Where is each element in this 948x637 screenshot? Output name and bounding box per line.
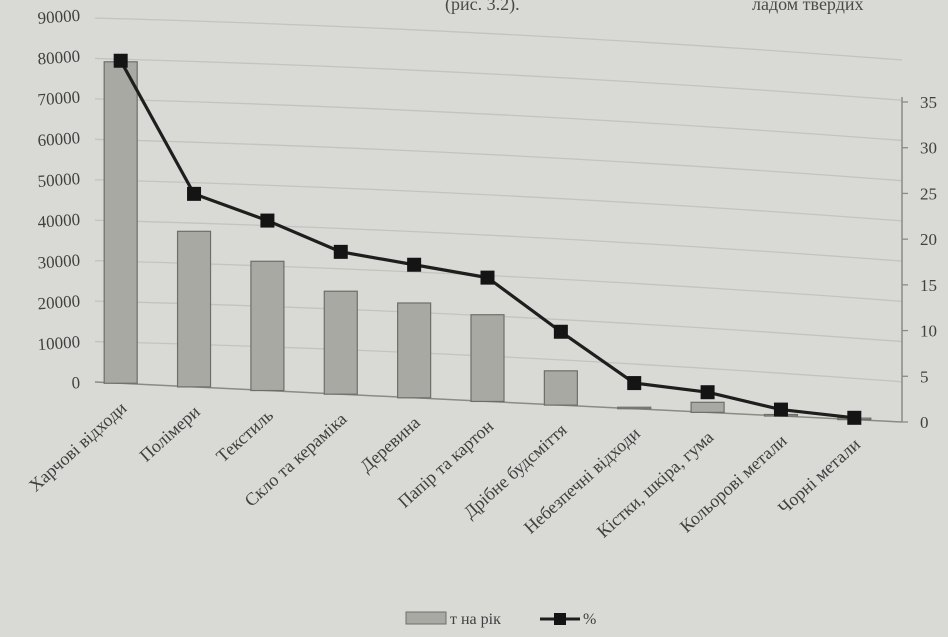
gridline-4: [94, 219, 903, 262]
x-tick-2: Текстиль: [212, 405, 277, 466]
bar-0: [103, 61, 138, 384]
percent-marker-7: [627, 376, 642, 391]
legend-line-label: %: [583, 611, 596, 628]
header-fragment-text: ладом твердих: [752, 0, 864, 14]
bar-2: [250, 260, 285, 392]
y-right-tick-1: 5: [920, 367, 929, 386]
bar-8: [690, 401, 725, 413]
y-left-tick-1: 10000: [37, 332, 81, 354]
y-left-tick-9: 90000: [37, 6, 81, 28]
gridline-9: [94, 17, 903, 61]
y-right-tick-7: 35: [920, 93, 937, 112]
gridline-3: [94, 260, 903, 302]
y-left-tick-8: 80000: [37, 47, 81, 69]
percent-marker-5: [480, 270, 495, 285]
y-right-tick-2: 10: [920, 322, 937, 341]
bar-6: [543, 370, 578, 406]
gridline-8: [94, 57, 903, 101]
gridline-5: [94, 179, 903, 222]
legend-bar-swatch: [405, 611, 447, 625]
y-left-tick-6: 60000: [37, 128, 81, 150]
y-right-tick-4: 20: [920, 230, 937, 249]
percent-marker-6: [553, 324, 568, 339]
percent-marker-0: [113, 53, 128, 68]
bar-7: [617, 406, 652, 410]
y-left-tick-2: 20000: [37, 291, 81, 313]
x-tick-4: Деревина: [356, 412, 424, 476]
bar-4: [397, 302, 432, 399]
legend-bar-label: т на рік: [450, 611, 501, 628]
figure-reference-text: (рис. 3.2).: [445, 0, 520, 14]
gridline-7: [94, 98, 903, 142]
percent-marker-1: [187, 186, 202, 201]
y-left-tick-7: 70000: [37, 87, 81, 109]
bar-1: [176, 230, 212, 388]
y-left-tick-0: 0: [71, 373, 81, 393]
line-series: [113, 53, 862, 425]
y-right-tick-0: 0: [920, 413, 929, 432]
x-tick-0: Харчові відходи: [25, 397, 131, 495]
legend: т на рік%: [405, 611, 596, 628]
y-left-tick-3: 30000: [37, 251, 81, 273]
bar-series: [103, 61, 872, 421]
percent-marker-3: [333, 244, 348, 259]
percent-marker-8: [700, 385, 715, 400]
percent-marker-4: [407, 257, 422, 272]
x-tick-1: Полімери: [136, 401, 204, 465]
y-left-tick-5: 50000: [37, 169, 81, 191]
percent-marker-9: [773, 402, 788, 417]
percent-marker-10: [847, 410, 862, 425]
y-left-tick-4: 40000: [37, 210, 81, 232]
bar-3: [323, 290, 358, 395]
y-right-tick-3: 15: [920, 276, 937, 295]
bar-5: [470, 314, 505, 403]
legend-line-marker: [554, 613, 566, 625]
percent-marker-2: [260, 213, 275, 228]
gridline-6: [94, 138, 903, 182]
y-right-tick-5: 25: [920, 184, 937, 203]
y-right-tick-6: 30: [920, 139, 937, 158]
